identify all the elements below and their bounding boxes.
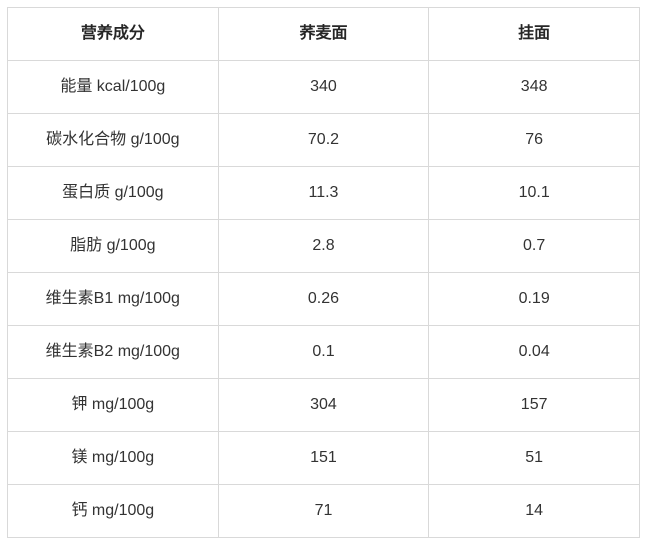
buckwheat-value: 71 [217, 484, 430, 538]
table-row-energy: 能量 kcal/100g 340 348 [7, 60, 640, 114]
table-row-magnesium: 镁 mg/100g 151 51 [7, 431, 640, 485]
nutrient-label: 蛋白质 g/100g [7, 166, 219, 220]
dried-noodle-value: 157 [428, 378, 640, 432]
table-header-row: 营养成分 荞麦面 挂面 [7, 7, 640, 61]
nutrient-label: 能量 kcal/100g [7, 60, 219, 114]
column-header-dried-noodles: 挂面 [428, 7, 640, 61]
table-row-vitamin-b1: 维生素B1 mg/100g 0.26 0.19 [7, 272, 640, 326]
dried-noodle-value: 0.7 [428, 219, 640, 273]
table-row-protein: 蛋白质 g/100g 11.3 10.1 [7, 166, 640, 220]
buckwheat-value: 304 [217, 378, 430, 432]
buckwheat-value: 11.3 [217, 166, 430, 220]
buckwheat-value: 0.1 [217, 325, 430, 379]
dried-noodle-value: 10.1 [428, 166, 640, 220]
dried-noodle-value: 76 [428, 113, 640, 167]
dried-noodle-value: 14 [428, 484, 640, 538]
table-row-potassium: 钾 mg/100g 304 157 [7, 378, 640, 432]
column-header-nutrient: 营养成分 [7, 7, 219, 61]
dried-noodle-value: 348 [428, 60, 640, 114]
nutrient-label: 钾 mg/100g [7, 378, 219, 432]
table-row-calcium: 钙 mg/100g 71 14 [7, 484, 640, 538]
table-row-vitamin-b2: 维生素B2 mg/100g 0.1 0.04 [7, 325, 640, 379]
nutrient-label: 维生素B1 mg/100g [7, 272, 219, 326]
buckwheat-value: 151 [217, 431, 430, 485]
table-row-carbohydrate: 碳水化合物 g/100g 70.2 76 [7, 113, 640, 167]
dried-noodle-value: 0.04 [428, 325, 640, 379]
buckwheat-value: 2.8 [217, 219, 430, 273]
nutrient-label: 碳水化合物 g/100g [7, 113, 219, 167]
dried-noodle-value: 51 [428, 431, 640, 485]
buckwheat-value: 70.2 [217, 113, 430, 167]
nutrient-label: 镁 mg/100g [7, 431, 219, 485]
column-header-buckwheat-noodles: 荞麦面 [217, 7, 430, 61]
dried-noodle-value: 0.19 [428, 272, 640, 326]
table-row-fat: 脂肪 g/100g 2.8 0.7 [7, 219, 640, 273]
nutrient-label: 钙 mg/100g [7, 484, 219, 538]
nutrient-label: 脂肪 g/100g [7, 219, 219, 273]
buckwheat-value: 0.26 [217, 272, 430, 326]
buckwheat-value: 340 [217, 60, 430, 114]
nutrition-table: 营养成分 荞麦面 挂面 能量 kcal/100g 340 348 碳水化合物 g… [7, 7, 640, 538]
nutrient-label: 维生素B2 mg/100g [7, 325, 219, 379]
